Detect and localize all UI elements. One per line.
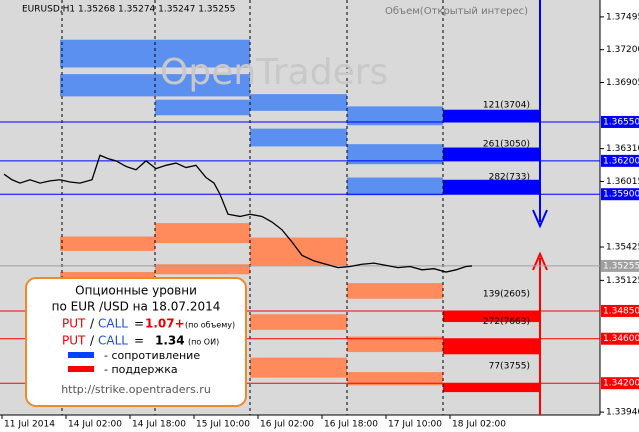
price-tag-label: 1.35900 bbox=[603, 190, 639, 200]
option-band bbox=[155, 264, 250, 275]
y-tick-label: 1.37495 bbox=[606, 12, 639, 22]
info-title: Опционные уровни bbox=[75, 284, 197, 298]
plot bbox=[60, 0, 540, 415]
option-band bbox=[443, 338, 540, 355]
option-band bbox=[250, 314, 347, 330]
call: CALL bbox=[98, 334, 128, 348]
info-subtitle: по EUR /USD на 18.07.2014 bbox=[52, 300, 221, 314]
y-tick-label: 1.37200 bbox=[606, 45, 639, 55]
x-tick-label: 11 Jul 2014 bbox=[4, 420, 55, 430]
option-band bbox=[155, 223, 250, 244]
option-band bbox=[250, 357, 347, 378]
price-tag-label: 1.34600 bbox=[603, 334, 639, 344]
eq: = bbox=[134, 317, 144, 331]
x-tick-label: 14 Jul 02:00 bbox=[68, 420, 122, 430]
price-tag bbox=[601, 332, 639, 345]
url: http://strike.opentraders.ru bbox=[61, 383, 211, 396]
arrow-head bbox=[532, 251, 548, 271]
price-tag bbox=[601, 304, 639, 317]
y-tick-label: 1.36310 bbox=[606, 144, 639, 154]
level-note: 77(3755) bbox=[489, 362, 530, 372]
y-tick-label: 1.35125 bbox=[606, 276, 639, 286]
x-tick-label: 16 Jul 18:00 bbox=[324, 420, 378, 430]
option-band bbox=[60, 272, 155, 278]
x-tick-label: 15 Jul 10:00 bbox=[196, 420, 250, 430]
price-tag-label: 1.36550 bbox=[603, 117, 639, 127]
level-note: 261(3050) bbox=[483, 139, 530, 149]
call: CALL bbox=[98, 317, 128, 331]
legend-swatch bbox=[68, 352, 94, 358]
x-tick-label: 17 Jul 10:00 bbox=[388, 420, 442, 430]
option-band bbox=[347, 144, 443, 165]
option-band bbox=[347, 283, 443, 299]
legend-label: - сопротивление bbox=[104, 349, 200, 362]
y-tick-label: 1.36015 bbox=[606, 177, 639, 187]
watermark: OpenTraders bbox=[160, 52, 388, 93]
price-tag-label: 1.35255 bbox=[603, 261, 639, 271]
option-band bbox=[347, 336, 443, 353]
option-band bbox=[347, 106, 443, 126]
legend-label: - поддержка bbox=[104, 363, 178, 376]
price-tag bbox=[601, 259, 639, 272]
slash: / bbox=[90, 317, 95, 331]
chart-title: EURUSD,H1 1.35268 1.35274 1.35247 1.3525… bbox=[22, 5, 235, 15]
price-line bbox=[3, 154, 473, 273]
option-band bbox=[155, 99, 250, 116]
option-band bbox=[347, 372, 443, 386]
y-tick-label: 1.33940 bbox=[606, 408, 639, 418]
price-tag bbox=[601, 154, 639, 167]
info-frame bbox=[25, 277, 247, 407]
x-tick-label: 16 Jul 02:00 bbox=[260, 420, 314, 430]
price-tag-label: 1.34850 bbox=[603, 306, 639, 316]
subtitle: Объем(Открытый интерес) bbox=[385, 6, 528, 17]
option-band bbox=[347, 177, 443, 196]
ratio-note: (по объему) bbox=[185, 321, 235, 330]
price-tag-label: 1.34200 bbox=[603, 379, 639, 389]
option-band bbox=[443, 310, 540, 323]
level-note: 121(3704) bbox=[483, 100, 530, 110]
option-band bbox=[443, 109, 540, 122]
put: PUT bbox=[62, 317, 86, 331]
option-band bbox=[250, 94, 347, 111]
price-tag bbox=[601, 115, 639, 128]
legend-swatch bbox=[68, 366, 94, 372]
price-tag bbox=[601, 377, 639, 390]
x-tick-label: 14 Jul 18:00 bbox=[132, 420, 186, 430]
slash: / bbox=[90, 334, 95, 348]
x-tick-label: 18 Jul 02:00 bbox=[452, 420, 506, 430]
y-tick-label: 1.36905 bbox=[606, 78, 639, 88]
option-band bbox=[443, 383, 540, 393]
ratio-note: (по ОИ) bbox=[188, 338, 219, 347]
option-band bbox=[250, 128, 347, 147]
eq: = bbox=[134, 334, 144, 348]
ratio: 1.07+ bbox=[145, 317, 185, 331]
level-note: 139(2605) bbox=[483, 289, 530, 299]
y-tick-label: 1.35425 bbox=[606, 243, 639, 253]
arrow-head bbox=[532, 209, 548, 229]
option-band bbox=[443, 179, 540, 195]
level-note: 282(733) bbox=[489, 173, 530, 183]
price-tag-label: 1.36200 bbox=[603, 156, 639, 166]
option-band bbox=[443, 147, 540, 161]
option-band bbox=[60, 236, 155, 251]
ratio: 1.34 bbox=[155, 334, 185, 348]
put: PUT bbox=[62, 334, 86, 348]
level-note: 272(7663) bbox=[483, 317, 530, 327]
price-tag bbox=[601, 188, 639, 201]
info-box: Опционные уровни по EUR /USD на 18.07.20… bbox=[25, 277, 247, 407]
